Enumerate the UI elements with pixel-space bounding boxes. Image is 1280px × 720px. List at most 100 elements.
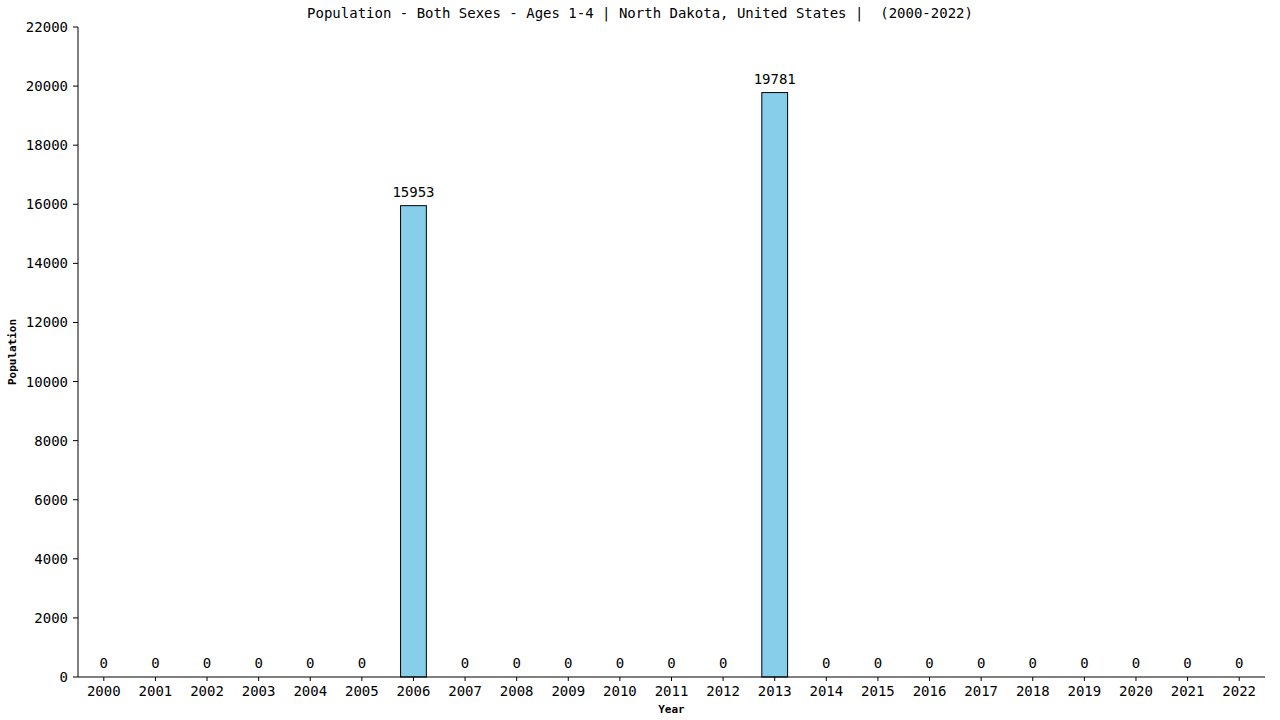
y-tick-label: 22000 bbox=[26, 19, 68, 35]
data-label: 0 bbox=[461, 655, 469, 671]
data-label: 0 bbox=[874, 655, 882, 671]
y-tick-label: 18000 bbox=[26, 137, 68, 153]
x-tick-label: 2004 bbox=[293, 683, 327, 699]
x-tick bbox=[723, 677, 724, 681]
x-tick-label: 2011 bbox=[655, 683, 689, 699]
data-label: 0 bbox=[1235, 655, 1243, 671]
y-tick bbox=[73, 145, 78, 146]
x-tick bbox=[516, 677, 517, 681]
y-tick bbox=[73, 322, 78, 323]
y-tick bbox=[73, 86, 78, 87]
x-tick bbox=[1032, 677, 1033, 681]
x-tick bbox=[1187, 677, 1188, 681]
data-label: 19781 bbox=[754, 71, 796, 87]
x-axis-label: Year bbox=[658, 703, 685, 716]
data-label: 15953 bbox=[392, 184, 434, 200]
y-tick-label: 20000 bbox=[26, 78, 68, 94]
x-tick-label: 2020 bbox=[1119, 683, 1153, 699]
y-axis bbox=[78, 27, 79, 677]
y-tick bbox=[73, 617, 78, 618]
x-tick bbox=[568, 677, 569, 681]
y-tick bbox=[73, 381, 78, 382]
x-tick-label: 2009 bbox=[551, 683, 585, 699]
x-tick bbox=[671, 677, 672, 681]
data-label: 0 bbox=[203, 655, 211, 671]
x-tick bbox=[103, 677, 104, 681]
data-label: 0 bbox=[358, 655, 366, 671]
data-label: 0 bbox=[1132, 655, 1140, 671]
data-label: 0 bbox=[151, 655, 159, 671]
x-tick-label: 2001 bbox=[139, 683, 173, 699]
y-tick bbox=[73, 204, 78, 205]
bars bbox=[401, 93, 788, 677]
y-tick-label: 8000 bbox=[34, 433, 68, 449]
x-tick-label: 2006 bbox=[397, 683, 431, 699]
data-label: 0 bbox=[719, 655, 727, 671]
y-tick-label: 10000 bbox=[26, 374, 68, 390]
x-tick bbox=[774, 677, 775, 681]
y-tick-label: 4000 bbox=[34, 551, 68, 567]
y-tick bbox=[73, 263, 78, 264]
y-tick-label: 2000 bbox=[34, 610, 68, 626]
title: Population - Both Sexes - Ages 1-4 | Nor… bbox=[307, 5, 973, 22]
x-tick bbox=[413, 677, 414, 681]
x-tick bbox=[207, 677, 208, 681]
bar bbox=[401, 206, 427, 677]
y-tick bbox=[73, 440, 78, 441]
data-label: 0 bbox=[977, 655, 985, 671]
data-label: 0 bbox=[1183, 655, 1191, 671]
data-label: 0 bbox=[616, 655, 624, 671]
x-tick bbox=[155, 677, 156, 681]
x-tick-label: 2018 bbox=[1016, 683, 1050, 699]
data-label: 0 bbox=[512, 655, 520, 671]
data-label: 0 bbox=[254, 655, 262, 671]
x-tick bbox=[619, 677, 620, 681]
x-tick-label: 2008 bbox=[500, 683, 534, 699]
x-tick-label: 2010 bbox=[603, 683, 637, 699]
x-tick-label: 2014 bbox=[809, 683, 843, 699]
x-tick-label: 2019 bbox=[1068, 683, 1102, 699]
x-tick-label: 2003 bbox=[242, 683, 276, 699]
x-tick bbox=[929, 677, 930, 681]
data-label: 0 bbox=[564, 655, 572, 671]
x-tick-label: 2005 bbox=[345, 683, 379, 699]
y-tick bbox=[73, 677, 78, 678]
y-tick-label: 6000 bbox=[34, 492, 68, 508]
x-tick bbox=[981, 677, 982, 681]
x-tick-label: 2021 bbox=[1171, 683, 1205, 699]
y-tick-label: 0 bbox=[60, 669, 68, 685]
data-label: 0 bbox=[306, 655, 314, 671]
y-tick-label: 16000 bbox=[26, 196, 68, 212]
x-tick bbox=[826, 677, 827, 681]
y-tick bbox=[73, 27, 78, 28]
x-tick-label: 2002 bbox=[190, 683, 224, 699]
x-tick-label: 2015 bbox=[861, 683, 895, 699]
data-label: 0 bbox=[100, 655, 108, 671]
data-label: 0 bbox=[1080, 655, 1088, 671]
data-label: 0 bbox=[667, 655, 675, 671]
data-label: 0 bbox=[822, 655, 830, 671]
data-label: 0 bbox=[1029, 655, 1037, 671]
x-tick bbox=[258, 677, 259, 681]
x-tick-label: 2007 bbox=[448, 683, 482, 699]
x-tick-label: 2012 bbox=[706, 683, 740, 699]
y-axis-label: Population bbox=[6, 319, 19, 385]
y-tick-label: 12000 bbox=[26, 314, 68, 330]
data-label: 0 bbox=[925, 655, 933, 671]
x-tick bbox=[310, 677, 311, 681]
x-tick bbox=[1239, 677, 1240, 681]
x-tick bbox=[465, 677, 466, 681]
x-tick bbox=[1084, 677, 1085, 681]
chart: Population - Both Sexes - Ages 1-4 | Nor… bbox=[0, 0, 1280, 720]
x-tick bbox=[361, 677, 362, 681]
x-tick-label: 2016 bbox=[913, 683, 947, 699]
y-tick bbox=[73, 558, 78, 559]
x-tick-label: 2022 bbox=[1222, 683, 1256, 699]
x-tick-label: 2013 bbox=[758, 683, 792, 699]
x-tick bbox=[877, 677, 878, 681]
y-tick-label: 14000 bbox=[26, 255, 68, 271]
x-tick-label: 2017 bbox=[964, 683, 998, 699]
x-tick bbox=[1135, 677, 1136, 681]
x-tick-label: 2000 bbox=[87, 683, 121, 699]
y-tick bbox=[73, 499, 78, 500]
